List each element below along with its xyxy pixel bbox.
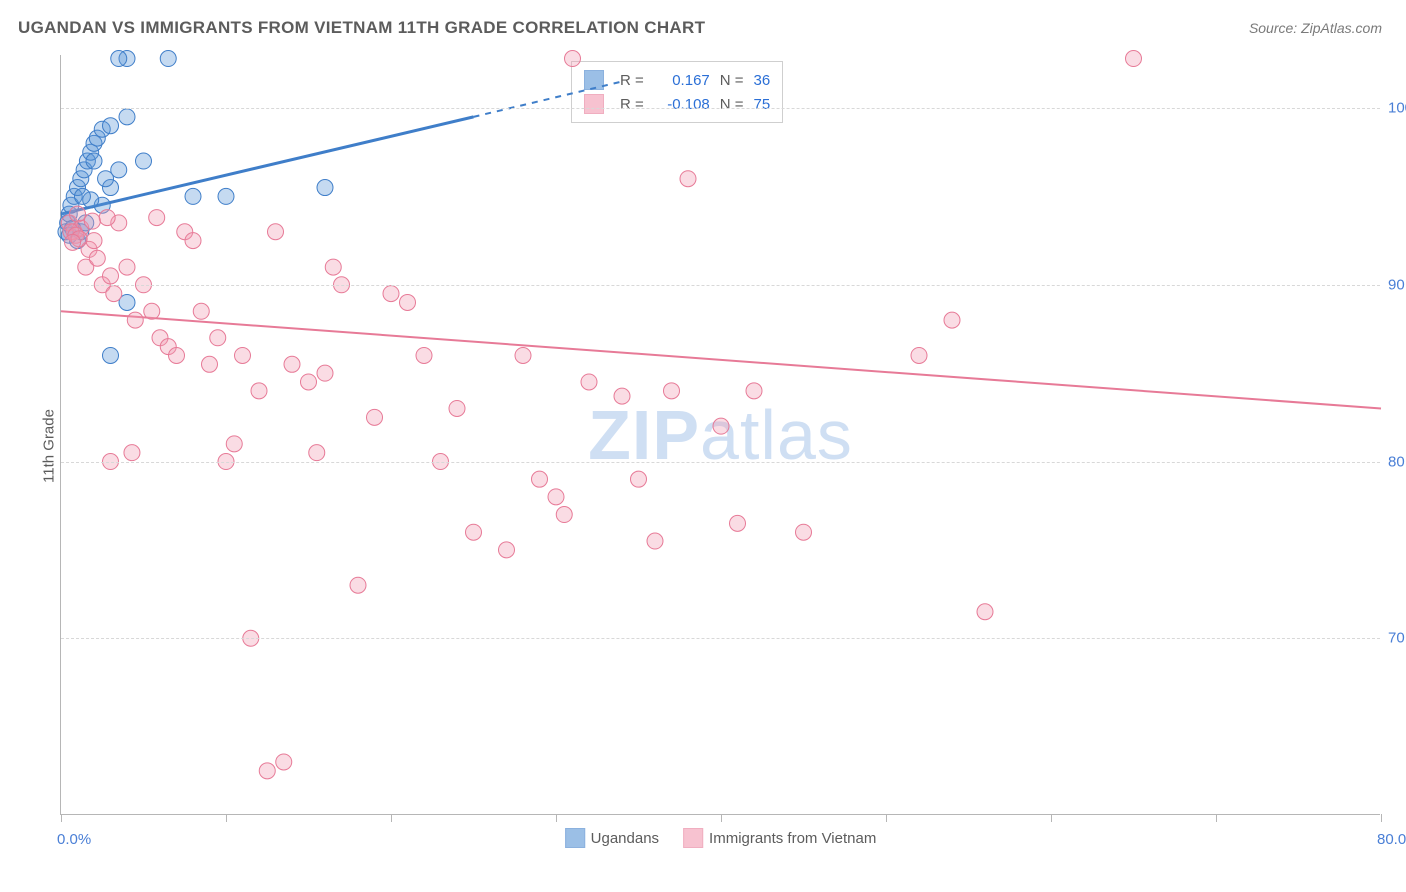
data-point [400, 294, 416, 310]
data-point [136, 153, 152, 169]
data-point [796, 524, 812, 540]
y-tick-label: 70.0% [1388, 630, 1406, 647]
data-point [74, 188, 90, 204]
data-point [367, 409, 383, 425]
data-point [449, 400, 465, 416]
data-point [98, 171, 114, 187]
data-point [416, 347, 432, 363]
legend-swatch-series2 [683, 828, 703, 848]
data-point [944, 312, 960, 328]
data-point [317, 365, 333, 381]
y-tick-label: 90.0% [1388, 276, 1406, 293]
data-point [466, 524, 482, 540]
legend-label-series2: Immigrants from Vietnam [709, 830, 876, 847]
legend-bottom: Ugandans Immigrants from Vietnam [565, 828, 877, 848]
data-point [86, 153, 102, 169]
x-tick [61, 814, 62, 822]
data-point [235, 347, 251, 363]
gridline [61, 108, 1380, 109]
data-point [730, 515, 746, 531]
data-point [911, 347, 927, 363]
data-point [548, 489, 564, 505]
data-point [119, 109, 135, 125]
data-point [251, 383, 267, 399]
data-point [325, 259, 341, 275]
data-point [309, 445, 325, 461]
x-tick [391, 814, 392, 822]
legend-item-series1: Ugandans [565, 828, 659, 848]
x-tick-label: 0.0% [57, 831, 91, 848]
data-point [144, 303, 160, 319]
data-point [185, 188, 201, 204]
data-point [268, 224, 284, 240]
data-point [556, 507, 572, 523]
x-tick [886, 814, 887, 822]
gridline [61, 285, 1380, 286]
data-point [86, 233, 102, 249]
data-point [350, 577, 366, 593]
data-point [631, 471, 647, 487]
data-point [565, 51, 581, 67]
scatter-svg [61, 55, 1380, 814]
data-point [119, 259, 135, 275]
data-point [276, 754, 292, 770]
data-point [202, 356, 218, 372]
data-point [746, 383, 762, 399]
data-point [259, 763, 275, 779]
data-point [65, 234, 81, 250]
data-point [106, 286, 122, 302]
data-point [383, 286, 399, 302]
data-point [581, 374, 597, 390]
data-point [680, 171, 696, 187]
data-point [713, 418, 729, 434]
data-point [614, 388, 630, 404]
y-axis-label: 11th Grade [40, 409, 57, 483]
data-point [149, 210, 165, 226]
data-point [317, 180, 333, 196]
data-point [977, 604, 993, 620]
x-tick [1216, 814, 1217, 822]
data-point [169, 347, 185, 363]
x-tick [1381, 814, 1382, 822]
data-point [70, 206, 86, 222]
data-point [532, 471, 548, 487]
data-point [89, 250, 105, 266]
data-point [127, 312, 143, 328]
y-tick-label: 100.0% [1388, 100, 1406, 117]
data-point [499, 542, 515, 558]
data-point [103, 118, 119, 134]
legend-swatch-series1 [565, 828, 585, 848]
data-point [84, 213, 100, 229]
x-tick [721, 814, 722, 822]
data-point [301, 374, 317, 390]
x-tick [226, 814, 227, 822]
x-tick [1051, 814, 1052, 822]
data-point [111, 51, 127, 67]
legend-item-series2: Immigrants from Vietnam [683, 828, 876, 848]
data-point [185, 233, 201, 249]
data-point [218, 188, 234, 204]
data-point [284, 356, 300, 372]
x-tick-label: 80.0% [1377, 831, 1406, 848]
chart-title: UGANDAN VS IMMIGRANTS FROM VIETNAM 11TH … [18, 18, 705, 38]
data-point [226, 436, 242, 452]
y-tick-label: 80.0% [1388, 453, 1406, 470]
data-point [210, 330, 226, 346]
data-point [124, 445, 140, 461]
data-point [664, 383, 680, 399]
data-point [647, 533, 663, 549]
data-point [1126, 51, 1142, 67]
gridline [61, 638, 1380, 639]
data-point [103, 268, 119, 284]
data-point [160, 51, 176, 67]
data-point [103, 347, 119, 363]
data-point [193, 303, 209, 319]
data-point [99, 210, 115, 226]
x-tick [556, 814, 557, 822]
source-attribution: Source: ZipAtlas.com [1249, 20, 1382, 36]
data-point [515, 347, 531, 363]
scatter-plot-area: ZIPatlas R = 0.167 N = 36 R = -0.108 N =… [60, 55, 1380, 815]
legend-label-series1: Ugandans [591, 830, 659, 847]
gridline [61, 462, 1380, 463]
